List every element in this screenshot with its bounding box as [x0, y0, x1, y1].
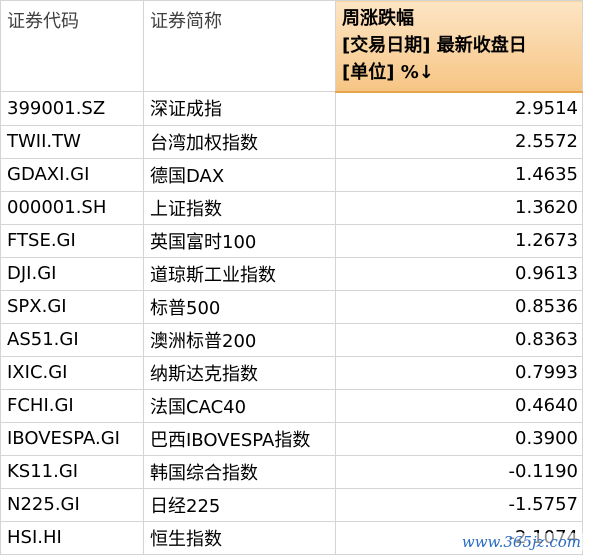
header-security-name[interactable]: 证券简称 [143, 0, 336, 92]
weekly-change-cell[interactable]: -1.5757 [335, 487, 583, 522]
weekly-change-cell[interactable]: 2.9514 [335, 91, 583, 126]
security-code-cell[interactable]: KS11.GI [0, 454, 144, 489]
security-name-cell[interactable]: 英国富时100 [143, 223, 336, 258]
weekly-change-cell[interactable]: 1.4635 [335, 157, 583, 192]
security-name-cell[interactable]: 巴西IBOVESPA指数 [143, 421, 336, 456]
weekly-change-cell[interactable]: 1.2673 [335, 223, 583, 258]
security-code-cell[interactable]: GDAXI.GI [0, 157, 144, 192]
security-code-cell[interactable]: IXIC.GI [0, 355, 144, 390]
security-name-cell[interactable]: 日经225 [143, 487, 336, 522]
security-code-cell[interactable]: IBOVESPA.GI [0, 421, 144, 456]
weekly-change-cell[interactable]: 0.8363 [335, 322, 583, 357]
security-code-cell[interactable]: 000001.SH [0, 190, 144, 225]
security-name-cell[interactable]: 标普500 [143, 289, 336, 324]
table-row[interactable]: 399001.SZ 深证成指 2.9514 [0, 91, 583, 126]
weekly-change-cell[interactable]: 0.9613 [335, 256, 583, 291]
table-body: 399001.SZ 深证成指 2.9514 TWII.TW 台湾加权指数 2.5572 GD… [0, 91, 583, 555]
security-name-cell[interactable]: 纳斯达克指数 [143, 355, 336, 390]
table-row[interactable]: IXIC.GI 纳斯达克指数 0.7993 [0, 355, 583, 390]
weekly-change-cell[interactable]: 0.8536 [335, 289, 583, 324]
watermark: www.365jz.com [459, 533, 583, 551]
table-row[interactable]: FCHI.GI 法国CAC40 0.4640 [0, 388, 583, 423]
header-trade-date-param: [交易日期] 最新收盘日 [342, 35, 527, 56]
security-code-cell[interactable]: HSI.HI [0, 520, 144, 555]
security-name-cell[interactable]: 道琼斯工业指数 [143, 256, 336, 291]
weekly-change-cell[interactable]: 0.3900 [335, 421, 583, 456]
weekly-change-cell[interactable]: -0.1190 [335, 454, 583, 489]
security-code-cell[interactable]: DJI.GI [0, 256, 144, 291]
table-row[interactable]: TWII.TW 台湾加权指数 2.5572 [0, 124, 583, 159]
security-name-cell[interactable]: 法国CAC40 [143, 388, 336, 423]
security-code-cell[interactable]: FCHI.GI [0, 388, 144, 423]
table-row[interactable]: SPX.GI 标普500 0.8536 [0, 289, 583, 324]
header-security-code-label: 证券代码 [7, 11, 79, 32]
table-row[interactable]: FTSE.GI 英国富时100 1.2673 [0, 223, 583, 258]
security-name-cell[interactable]: 台湾加权指数 [143, 124, 336, 159]
header-row: 证券代码 证券简称 周涨跌幅 [交易日期] 最新收盘日 [单位] %↓ [0, 0, 583, 93]
security-name-cell[interactable]: 上证指数 [143, 190, 336, 225]
table-row[interactable]: 000001.SH 上证指数 1.3620 [0, 190, 583, 225]
table-row[interactable]: KS11.GI 韩国综合指数 -0.1190 [0, 454, 583, 489]
security-name-cell[interactable]: 深证成指 [143, 91, 336, 126]
table-row[interactable]: DJI.GI 道琼斯工业指数 0.9613 [0, 256, 583, 291]
table-row[interactable]: IBOVESPA.GI 巴西IBOVESPA指数 0.3900 [0, 421, 583, 456]
security-name-cell[interactable]: 澳洲标普200 [143, 322, 336, 357]
table-row[interactable]: GDAXI.GI 德国DAX 1.4635 [0, 157, 583, 192]
security-code-cell[interactable]: FTSE.GI [0, 223, 144, 258]
header-security-code[interactable]: 证券代码 [0, 0, 144, 92]
header-security-name-label: 证券简称 [150, 11, 222, 32]
security-name-cell[interactable]: 韩国综合指数 [143, 454, 336, 489]
weekly-change-cell[interactable]: 0.7993 [335, 355, 583, 390]
security-code-cell[interactable]: N225.GI [0, 487, 144, 522]
security-code-cell[interactable]: AS51.GI [0, 322, 144, 357]
security-code-cell[interactable]: 399001.SZ [0, 91, 144, 126]
security-code-cell[interactable]: SPX.GI [0, 289, 144, 324]
table-row[interactable]: AS51.GI 澳洲标普200 0.8363 [0, 322, 583, 357]
weekly-change-cell[interactable]: 2.5572 [335, 124, 583, 159]
header-weekly-change-sorted[interactable]: 周涨跌幅 [交易日期] 最新收盘日 [单位] %↓ [335, 0, 583, 93]
weekly-change-cell[interactable]: 1.3620 [335, 190, 583, 225]
security-code-cell[interactable]: TWII.TW [0, 124, 144, 159]
security-name-cell[interactable]: 德国DAX [143, 157, 336, 192]
weekly-change-cell[interactable]: 0.4640 [335, 388, 583, 423]
table-row[interactable]: N225.GI 日经225 -1.5757 [0, 487, 583, 522]
header-weekly-change-title: 周涨跌幅 [342, 8, 414, 29]
header-unit-param: [单位] %↓ [342, 62, 434, 83]
security-name-cell[interactable]: 恒生指数 [143, 520, 336, 555]
